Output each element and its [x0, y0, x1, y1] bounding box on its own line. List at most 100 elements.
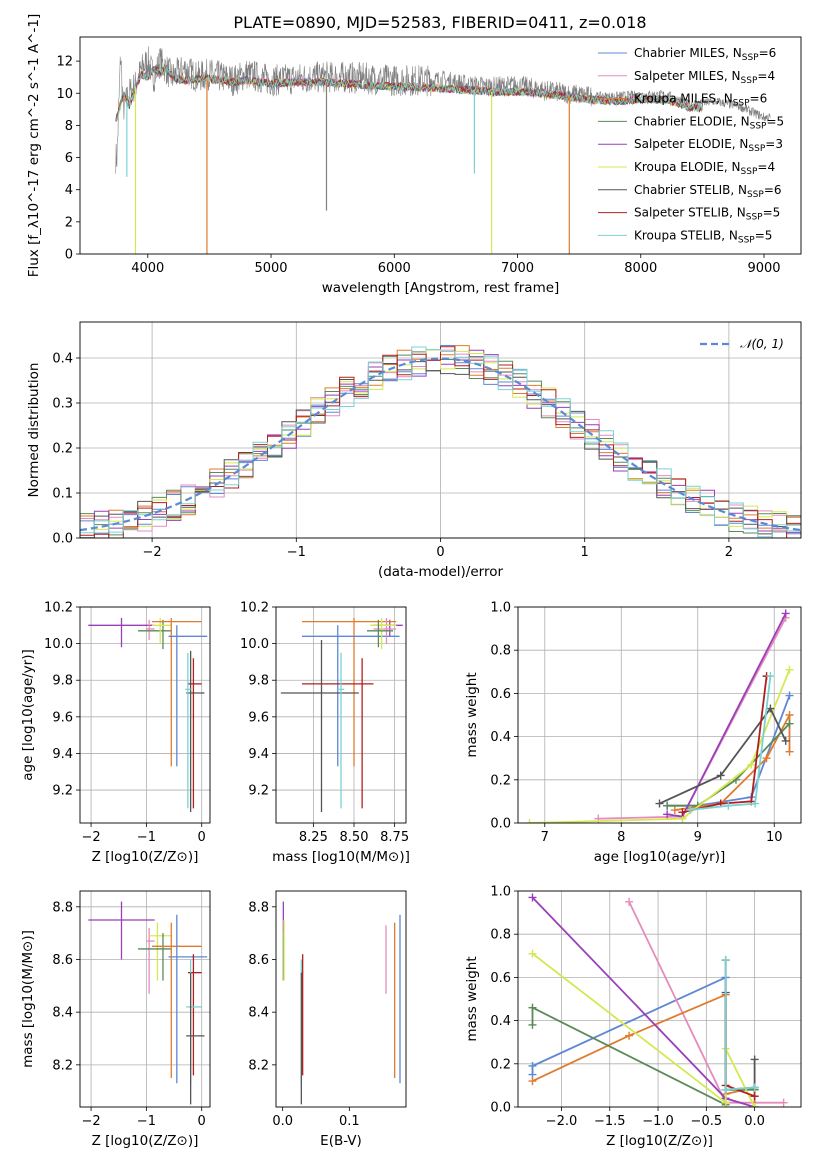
x-tick-label: −1	[137, 1114, 156, 1129]
legend-nssp-equals: =	[766, 114, 776, 128]
legend-nssp-prefix: , N	[725, 46, 742, 60]
x-tick-label: −1.5	[594, 1114, 626, 1129]
legend-nssp-subscript: SSP	[746, 213, 763, 223]
y-tick-label: 8.6	[52, 953, 73, 968]
x-axis-label: Z [log10(Z/Z⊙)]	[92, 849, 199, 865]
mass-weight-marker	[721, 956, 730, 965]
legend-nssp-subscript: SSP	[750, 121, 767, 131]
y-tick-label: 9.2	[52, 784, 73, 799]
mass-weight-marker	[663, 810, 672, 819]
legend-nssp-subscript: SSP	[733, 99, 750, 109]
y-tick-label: 9.8	[248, 674, 269, 689]
mass-weight-marker	[785, 719, 794, 728]
legend-nssp-value: 4	[767, 160, 775, 174]
y-tick-label: 9.6	[52, 710, 73, 725]
plot-area	[525, 609, 794, 823]
x-tick-label: 6000	[378, 261, 411, 276]
plot-area	[88, 617, 208, 813]
mass-weight-line	[531, 896, 755, 1107]
y-tick-label: 0.6	[490, 971, 511, 986]
y-axis-label: mass weight	[464, 672, 480, 757]
legend-model-name: Chabrier MILES	[634, 46, 725, 60]
plot-frame	[275, 606, 407, 824]
model-spectrum-line	[115, 64, 703, 122]
y-tick-label: 10.2	[44, 601, 73, 616]
plot-area	[280, 617, 403, 813]
y-tick-label: 0.4	[490, 1014, 511, 1029]
legend-nssp-value: 5	[777, 114, 785, 128]
x-tick-label: −1.0	[642, 1114, 674, 1129]
legend-model-name: Salpeter STELIB	[634, 206, 729, 220]
mass-weight-marker	[781, 609, 790, 618]
mass-weight-marker	[678, 808, 687, 817]
y-tick-label: 9.4	[52, 747, 73, 762]
legend-nssp-prefix: , N	[729, 206, 746, 220]
legend-nssp-subscript: SSP	[742, 53, 759, 63]
mass-weight-marker	[670, 806, 679, 815]
age-vs-metallicity-panel: −2 −1 0 9.2 9.4 9.6 9.8 10.0 10.2 Z [log10(Z/Z⊙)]…	[20, 601, 211, 865]
mass-weight-marker	[721, 1098, 730, 1107]
x-tick-label: 0.0	[272, 1114, 293, 1129]
x-axis-label: mass [log10(M/M⊙)]	[272, 849, 410, 865]
x-tick-label: 4000	[131, 261, 164, 276]
legend-nssp-equals: =	[759, 46, 769, 60]
y-tick-label: 9.8	[52, 674, 73, 689]
y-tick-label: 0.8	[490, 928, 511, 943]
mass-weight-marker	[721, 1085, 730, 1094]
legend-label: Kroupa ELODIE, NSSP=4	[634, 160, 775, 177]
mass-weight-marker	[686, 806, 695, 815]
mass-weight-marker	[766, 704, 775, 713]
legend-label: Salpeter STELIB, NSSP=5	[634, 206, 780, 223]
mass-weight-marker	[528, 1020, 537, 1029]
y-tick-label: 10.0	[240, 637, 269, 652]
mass-weight-marker	[528, 1077, 537, 1086]
x-axis-label: Z [log10(Z/Z⊙)]	[92, 1133, 199, 1149]
x-tick-label: 0	[436, 545, 444, 560]
y-tick-label: 8.4	[248, 1006, 269, 1021]
y-tick-label: 9.6	[248, 710, 269, 725]
x-tick-label: 8.50	[340, 830, 369, 845]
residual-histogram-panel: −2 −1 0 1 2 0.0 0.1 0.2 0.3 0.4 (data-model)/error…	[26, 321, 802, 580]
plot-frame	[517, 606, 802, 824]
y-tick-label: 0.8	[490, 644, 511, 659]
mass-weight-line	[659, 706, 787, 805]
y-axis-label: mass [log10(M/M⊙)]	[20, 930, 36, 1068]
legend-nssp-subscript: SSP	[741, 167, 758, 177]
legend-nssp-prefix: , N	[733, 114, 750, 128]
spectrum-panel: 4000 5000 6000 7000 8000 9000 0 2 4 6 8 10 12 wavelen…	[26, 13, 802, 296]
y-tick-label: 8	[65, 119, 73, 134]
legend-label: Kroupa STELIB, NSSP=5	[634, 228, 772, 245]
y-tick-label: 0.2	[490, 773, 511, 788]
plot-frame	[79, 606, 211, 824]
mass-weight-marker	[766, 672, 775, 681]
y-tick-label: 0.6	[490, 687, 511, 702]
legend-label: Chabrier ELODIE, NSSP=5	[634, 114, 784, 131]
legend-nssp-subscript: SSP	[741, 76, 758, 86]
mass-weight-marker	[785, 691, 794, 700]
legend-label: Chabrier STELIB, NSSP=6	[634, 183, 782, 200]
x-tick-label: −0.5	[691, 1114, 723, 1129]
x-tick-label: 1	[581, 545, 589, 560]
y-tick-label: 2	[65, 215, 73, 230]
mass-weight-marker	[750, 1083, 759, 1092]
y-tick-label: 9.4	[248, 747, 269, 762]
mass-weight-marker	[655, 799, 664, 808]
x-tick-label: −1	[287, 545, 306, 560]
x-axis-label: wavelength [Angstrom, rest frame]	[322, 280, 560, 296]
y-tick-label: 8.2	[248, 1058, 269, 1073]
x-axis-label: (data-model)/error	[378, 564, 504, 580]
mass-weight-marker	[751, 799, 760, 808]
legend-nssp-value: 6	[774, 183, 782, 197]
legend-model-name: Kroupa ELODIE	[634, 160, 724, 174]
plot-area	[88, 901, 208, 1105]
y-axis-label: Normed distribution	[26, 363, 42, 498]
x-tick-label: 9000	[747, 261, 780, 276]
legend-nssp-prefix: , N	[724, 69, 741, 83]
mass-weight-marker	[663, 801, 672, 810]
y-tick-label: 0.0	[490, 817, 511, 832]
x-tick-label: 5000	[254, 261, 287, 276]
x-axis-label: Z [log10(Z/Z⊙)]	[606, 1133, 713, 1149]
plot-frame	[79, 321, 802, 539]
mass-weight-line	[724, 992, 756, 1091]
